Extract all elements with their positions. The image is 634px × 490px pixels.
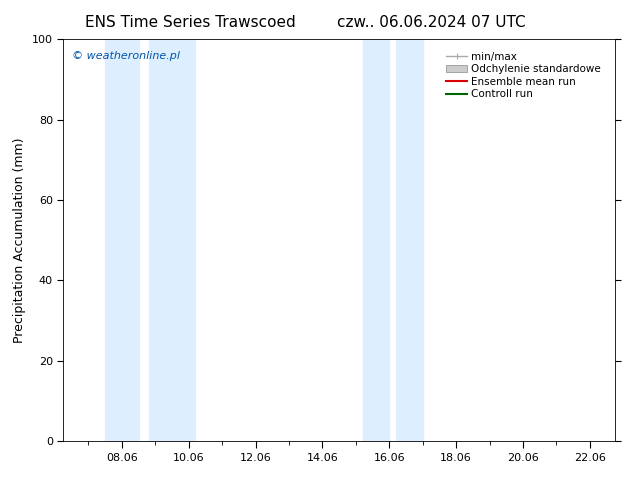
Bar xyxy=(396,39,423,441)
Bar xyxy=(105,39,139,441)
Text: © weatheronline.pl: © weatheronline.pl xyxy=(72,51,179,61)
Text: czw.. 06.06.2024 07 UTC: czw.. 06.06.2024 07 UTC xyxy=(337,15,526,30)
Bar xyxy=(148,39,195,441)
Text: ENS Time Series Trawscoed: ENS Time Series Trawscoed xyxy=(85,15,295,30)
Legend: min/max, Odchylenie standardowe, Ensemble mean run, Controll run: min/max, Odchylenie standardowe, Ensembl… xyxy=(443,49,604,102)
Bar xyxy=(363,39,389,441)
Y-axis label: Precipitation Accumulation (mm): Precipitation Accumulation (mm) xyxy=(13,137,27,343)
